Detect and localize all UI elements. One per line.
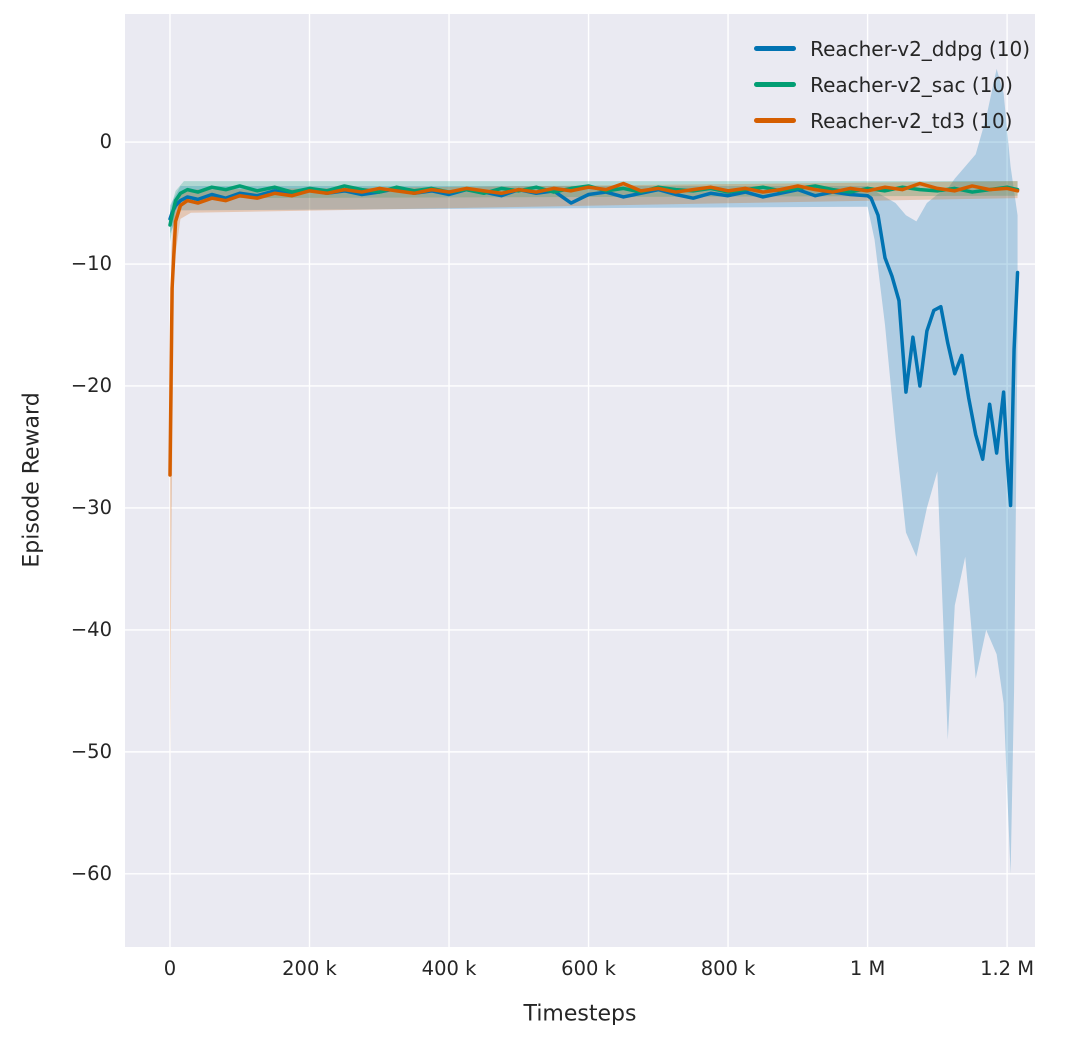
legend-line-swatch-ddpg <box>754 46 797 51</box>
legend-line-swatch-sac <box>754 82 797 87</box>
confidence-band-sac <box>169 181 1018 243</box>
y-tick-label: −20 <box>70 373 112 397</box>
legend-item-td3: Reacher-v2_td3 (10) <box>754 108 1030 133</box>
x-tick-label: 0 <box>163 957 177 980</box>
legend-line-swatch-td3 <box>754 118 797 123</box>
legend-label-td3: Reacher-v2_td3 (10) <box>810 108 1013 133</box>
y-tick-label: −60 <box>70 861 112 885</box>
x-tick-label: 800 k <box>700 957 756 980</box>
y-tick-label: 0 <box>99 130 112 154</box>
x-axis-label: Timesteps <box>523 1001 637 1027</box>
x-tick-label: 200 k <box>282 957 337 980</box>
y-tick-label: −40 <box>70 617 112 641</box>
x-tick-label: 600 k <box>561 957 616 980</box>
x-tick-label: 1.2 M <box>980 957 1035 980</box>
series-line-td3 <box>168 181 1020 477</box>
y-tick-label: −10 <box>70 252 112 276</box>
legend: Reacher-v2_ddpg (10) Reacher-v2_sac (10) R… <box>754 36 1030 133</box>
plot-background <box>125 14 1035 947</box>
legend-label-ddpg: Reacher-v2_ddpg (10) <box>810 36 1030 61</box>
y-tick-label: −50 <box>70 739 112 763</box>
legend-item-sac: Reacher-v2_sac (10) <box>754 72 1030 97</box>
y-axis-label: Episode Reward <box>19 392 45 568</box>
x-tick-label: 1 M <box>849 957 886 980</box>
y-tick-label: −30 <box>70 495 112 519</box>
legend-label-sac: Reacher-v2_sac (10) <box>810 72 1013 97</box>
legend-item-ddpg: Reacher-v2_ddpg (10) <box>754 36 1030 61</box>
x-tick-label: 400 k <box>421 957 477 980</box>
